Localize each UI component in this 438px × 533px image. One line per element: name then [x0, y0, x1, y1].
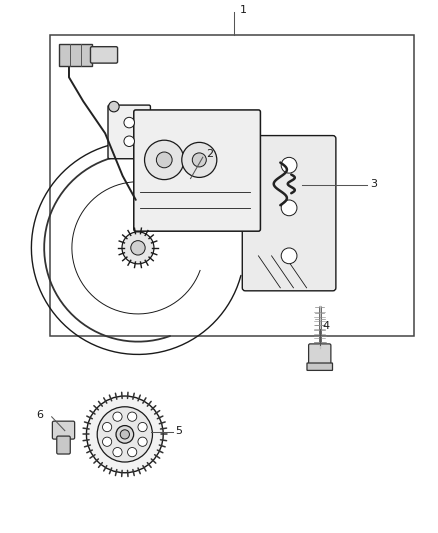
Text: 2: 2: [206, 149, 213, 158]
FancyBboxPatch shape: [108, 105, 150, 159]
Bar: [50, 35, 414, 336]
Circle shape: [131, 241, 145, 255]
Circle shape: [281, 157, 297, 173]
Circle shape: [281, 248, 297, 264]
Circle shape: [124, 117, 134, 128]
Circle shape: [156, 152, 172, 168]
Circle shape: [127, 412, 137, 421]
Circle shape: [138, 423, 147, 432]
Circle shape: [124, 136, 134, 147]
Circle shape: [138, 437, 147, 446]
Circle shape: [113, 448, 122, 457]
Circle shape: [127, 448, 137, 457]
Circle shape: [109, 101, 119, 112]
Circle shape: [116, 425, 134, 443]
Circle shape: [97, 407, 152, 462]
Text: 6: 6: [36, 410, 43, 419]
FancyBboxPatch shape: [309, 344, 331, 365]
Circle shape: [86, 396, 163, 473]
FancyBboxPatch shape: [307, 363, 332, 370]
Circle shape: [281, 200, 297, 216]
Text: 1: 1: [240, 5, 247, 14]
Circle shape: [102, 437, 112, 446]
Circle shape: [182, 142, 217, 177]
Circle shape: [192, 153, 206, 167]
Text: 3: 3: [370, 179, 377, 189]
Text: 4: 4: [323, 321, 330, 331]
Circle shape: [102, 423, 112, 432]
FancyBboxPatch shape: [57, 436, 70, 454]
FancyBboxPatch shape: [53, 421, 74, 439]
Circle shape: [120, 430, 130, 439]
Text: 5: 5: [175, 426, 182, 435]
Circle shape: [145, 140, 184, 180]
FancyBboxPatch shape: [242, 135, 336, 291]
Bar: [59, 44, 92, 66]
Circle shape: [113, 412, 122, 421]
FancyBboxPatch shape: [134, 110, 261, 231]
Circle shape: [122, 232, 154, 264]
FancyBboxPatch shape: [91, 47, 117, 63]
